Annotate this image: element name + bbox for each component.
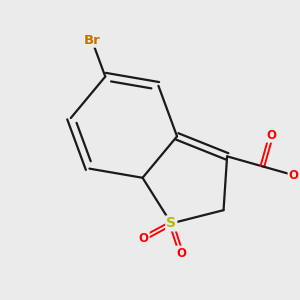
Text: O: O — [176, 247, 186, 260]
Text: S: S — [166, 216, 176, 230]
Text: O: O — [266, 129, 276, 142]
Text: Br: Br — [83, 34, 100, 47]
Text: O: O — [289, 169, 298, 182]
Text: O: O — [139, 232, 149, 245]
